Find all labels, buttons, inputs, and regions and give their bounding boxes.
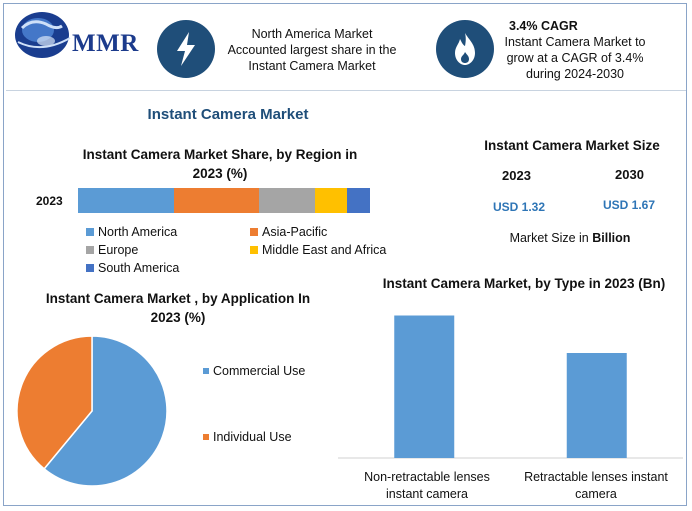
lightning-badge [157, 20, 215, 78]
cagr-title: 3.4% CAGR [509, 19, 578, 33]
flame-badge [436, 20, 494, 78]
x-label-line: Retractable lenses instant [524, 470, 668, 484]
info1-line: Instant Camera Market [248, 59, 376, 73]
legend-swatch [250, 246, 258, 254]
x-label-line: camera [575, 487, 617, 501]
legend-label: Europe [98, 243, 139, 257]
legend-south-america: South America [86, 261, 179, 275]
info2-line: grow at a CAGR of 3.4% [506, 51, 644, 65]
region-segment-asia-pacific [174, 188, 260, 213]
size-note-prefix: Market Size in [509, 231, 593, 245]
region-stacked-bar [78, 188, 370, 213]
legend-swatch [86, 264, 94, 272]
info1-line: North America Market [251, 27, 373, 41]
legend-commercial-use: Commercial Use [203, 364, 305, 378]
region-segment-middle-east-and-africa [314, 188, 347, 213]
legend-mea: Middle East and Africa [250, 243, 386, 257]
lightning-icon [177, 32, 195, 66]
region-bar-category: 2023 [36, 194, 63, 208]
application-chart-title: Instant Camera Market , by Application I… [45, 291, 311, 325]
market-size-unit-note: Market Size in Billion [470, 231, 670, 245]
x-label-line: instant camera [386, 487, 468, 501]
legend-label: Individual Use [213, 430, 292, 444]
info2-line: Instant Camera Market to [504, 35, 646, 49]
legend-swatch [86, 246, 94, 254]
type-bar-retractable [566, 353, 627, 458]
legend-swatch [250, 228, 258, 236]
region-chart-title: Instant Camera Market Share, by Region i… [82, 147, 358, 181]
page-title: Instant Camera Market [147, 106, 309, 123]
region-segment-europe [259, 188, 315, 213]
market-size-value-2030: USD 1.67 [603, 198, 656, 212]
header-bar: MMR North America Market Accounted large… [0, 0, 692, 86]
market-size-year-2030: 2030 [615, 167, 644, 182]
legend-swatch [203, 368, 209, 374]
type-chart-title: Instant Camera Market, by Type in 2023 (… [382, 276, 666, 291]
flame-icon [455, 33, 475, 65]
market-size-year-2023: 2023 [502, 168, 531, 183]
legend-label: Asia-Pacific [262, 225, 328, 239]
outer-frame [3, 3, 687, 506]
region-segment-south-america [346, 188, 370, 213]
legend-label: North America [98, 225, 178, 239]
legend-label: Commercial Use [213, 364, 306, 378]
info2-line: during 2024-2030 [526, 67, 624, 81]
info-north-america: North America Market Accounted largest s… [214, 26, 410, 74]
logo-text: MMR [72, 30, 139, 57]
type-bar-chart [338, 315, 683, 459]
pie-slice-individual-use [16, 335, 93, 470]
market-size-value-2023: USD 1.32 [493, 200, 546, 214]
legend-north-america: North America [86, 225, 177, 239]
legend-europe: Europe [86, 243, 138, 257]
type-x-label-retractable: Retractable lenses instant camera [511, 469, 681, 503]
pie-slice-commercial-use [43, 335, 168, 487]
legend-asia-pacific: Asia-Pacific [250, 225, 327, 239]
x-label-line: Non-retractable lenses [364, 470, 490, 484]
info1-line: Accounted largest share in the [227, 43, 397, 57]
region-segment-north-america [78, 188, 175, 213]
legend-swatch [203, 434, 209, 440]
application-pie-chart [16, 335, 168, 487]
legend-swatch [86, 228, 94, 236]
legend-label: Middle East and Africa [262, 243, 387, 257]
globe-logo-icon [15, 12, 71, 58]
info-cagr: 3.4% CAGR Instant Camera Market to grow … [500, 18, 650, 82]
legend-individual-use: Individual Use [203, 430, 292, 444]
header-divider [6, 90, 686, 91]
type-x-label-nonretractable: Non-retractable lenses instant camera [343, 469, 511, 503]
legend-label: South America [98, 261, 180, 275]
type-bar-nonretractable [394, 315, 455, 458]
size-note-unit: Billion [592, 231, 631, 245]
market-size-title: Instant Camera Market Size [484, 138, 660, 153]
